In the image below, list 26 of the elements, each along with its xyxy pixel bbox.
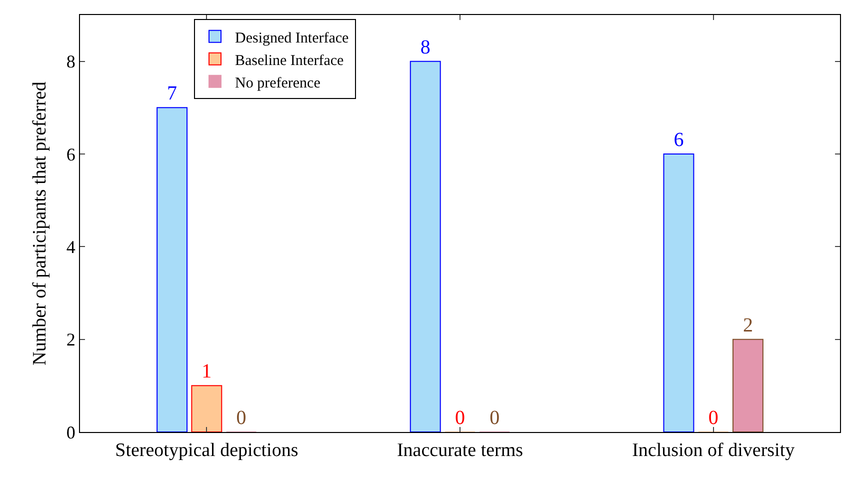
x-tick-label: Inclusion of diversity: [632, 440, 796, 461]
y-axis-title: Number of participants that preferred: [29, 81, 50, 366]
data-label: 7: [167, 82, 178, 105]
data-label: 6: [674, 129, 684, 151]
y-tick-label: 6: [66, 144, 76, 164]
legend-label: No preference: [235, 75, 321, 92]
x-tick-label: Inaccurate terms: [396, 440, 524, 461]
data-label: 1: [202, 360, 212, 383]
data-label: 0: [455, 407, 465, 429]
bar: [410, 60, 441, 432]
bar: [156, 107, 188, 432]
legend-label: Designed Interface: [235, 30, 350, 46]
data-label: 2: [742, 314, 753, 336]
bar: [191, 385, 222, 432]
y-tick-label: 4: [66, 236, 76, 257]
bar: [663, 154, 694, 432]
data-label: 8: [420, 36, 430, 58]
legend-label: Baseline Interface: [235, 52, 344, 69]
y-tick-label: 8: [66, 52, 76, 72]
y-tick-label: 2: [66, 330, 76, 350]
data-label: 0: [490, 407, 500, 429]
data-label: 0: [236, 407, 246, 429]
y-tick-label: 0: [66, 422, 76, 442]
bar: [732, 338, 764, 432]
x-tick-label: Stereotypical depictions: [115, 440, 298, 461]
data-label: 0: [708, 407, 718, 429]
